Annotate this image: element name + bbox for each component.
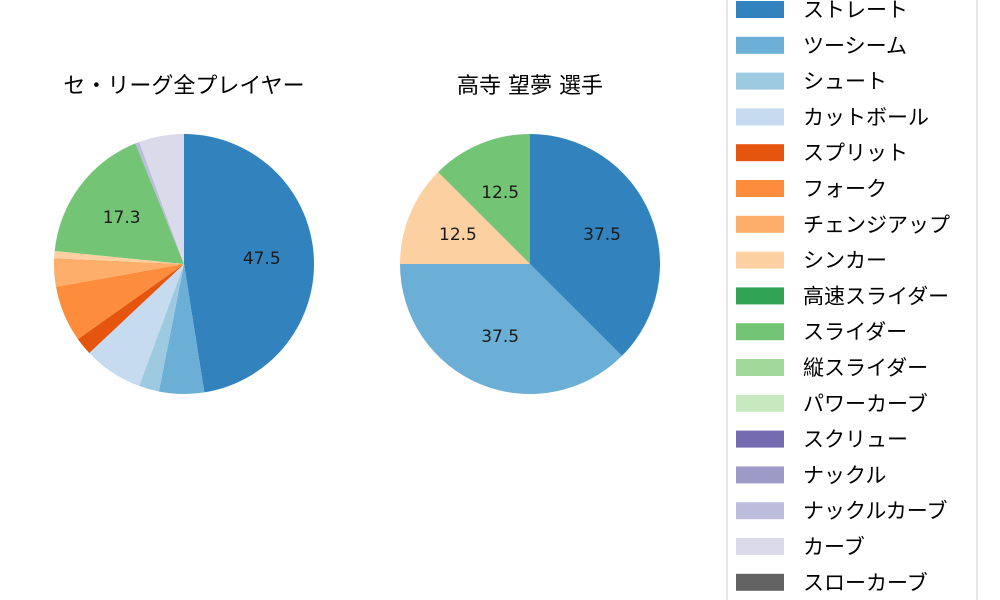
pie-player-slice-0-label: 37.5 <box>583 225 621 245</box>
pie-player-slice-3-label: 12.5 <box>481 183 519 203</box>
legend-swatch-11 <box>736 394 784 412</box>
pie-league-slice-4 <box>77 264 184 353</box>
legend-label-10: 縦スライダー <box>803 356 928 380</box>
legend-label-3: カットボール <box>803 105 929 129</box>
legend-swatch-13 <box>736 466 784 484</box>
legend-frame <box>726 0 978 600</box>
legend-label-7: シンカー <box>803 249 887 273</box>
pie-league-slice-0-label: 47.5 <box>243 249 281 269</box>
pie-player-slice-1-label: 37.5 <box>481 327 519 347</box>
pie-player-slice-0 <box>530 134 660 356</box>
legend-swatch-3 <box>736 108 784 126</box>
pie-league: セ・リーグ全プレイヤー 47.5 17.3 <box>53 74 314 394</box>
legend-label-15: カーブ <box>803 535 865 559</box>
legend-swatch-15 <box>736 538 784 555</box>
legend-label-5: フォーク <box>803 177 887 201</box>
pie-league-slice-0 <box>184 134 314 393</box>
pie-league-slice-3 <box>89 264 184 387</box>
pie-league-slice-6 <box>53 258 184 287</box>
pie-league-slice-2 <box>139 264 184 392</box>
legend-swatch-0 <box>736 1 784 18</box>
legend-swatch-12 <box>736 430 784 448</box>
legend-label-4: スプリット <box>803 141 908 165</box>
pie-league-slice-1 <box>158 264 205 394</box>
legend-label-0: ストレート <box>803 0 908 22</box>
pie-league-slice-8-label: 17.3 <box>103 208 141 228</box>
legend-label-16: スローカーブ <box>803 571 928 595</box>
legend-swatch-7 <box>736 251 784 269</box>
legend-label-2: シュート <box>803 70 887 94</box>
pie-league-slice-10 <box>139 134 184 264</box>
pie-league-slice-9 <box>135 141 184 264</box>
legend-swatch-9 <box>736 323 784 341</box>
legend-label-11: パワーカーブ <box>803 392 928 416</box>
legend: ストレートツーシームシュートカットボールスプリットフォークチェンジアップシンカー… <box>726 0 978 600</box>
legend-label-8: 高速スライダー <box>803 284 949 308</box>
pie-player-slice-3 <box>438 134 530 264</box>
legend-label-9: スライダー <box>803 320 907 344</box>
pie-league-slice-5 <box>56 264 184 340</box>
legend-swatch-14 <box>736 502 784 520</box>
pie-league-slice-8 <box>54 143 184 264</box>
pie-player-slice-2-label: 12.5 <box>439 225 477 245</box>
pie-player-title: 高寺 望夢 選手 <box>457 74 603 99</box>
legend-label-6: チェンジアップ <box>803 213 950 237</box>
legend-swatch-16 <box>736 573 784 591</box>
legend-swatch-5 <box>736 180 784 197</box>
legend-swatch-10 <box>736 359 784 376</box>
pie-league-title: セ・リーグ全プレイヤー <box>63 74 304 99</box>
pie-league-slice-7 <box>54 250 184 264</box>
legend-swatch-1 <box>736 36 784 54</box>
pie-player: 高寺 望夢 選手 37.5 37.5 12.5 12.5 <box>400 74 660 394</box>
pie-player-slice-2 <box>400 172 530 264</box>
legend-label-13: ナックル <box>803 463 886 487</box>
legend-swatch-4 <box>736 144 784 162</box>
legend-label-14: ナックルカーブ <box>803 499 947 523</box>
legend-swatch-2 <box>736 72 784 90</box>
legend-swatch-6 <box>736 215 784 233</box>
pie-player-slice-1 <box>400 264 622 394</box>
legend-label-12: スクリュー <box>803 428 908 452</box>
legend-label-1: ツーシーム <box>803 34 907 58</box>
legend-swatch-8 <box>736 287 784 305</box>
